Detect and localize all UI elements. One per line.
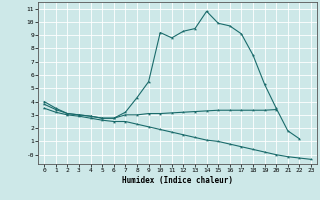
X-axis label: Humidex (Indice chaleur): Humidex (Indice chaleur) bbox=[122, 176, 233, 185]
